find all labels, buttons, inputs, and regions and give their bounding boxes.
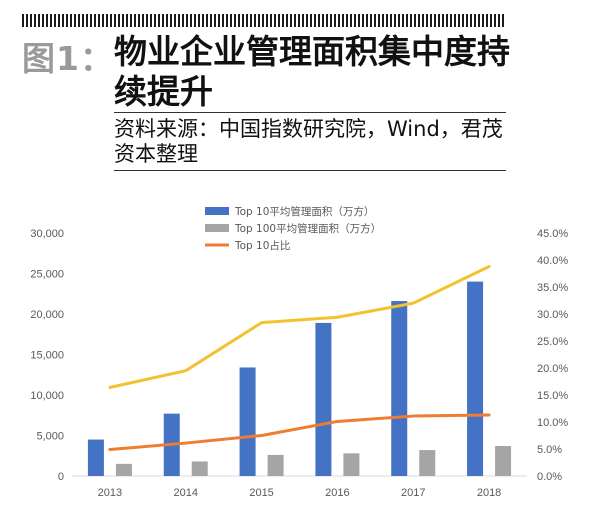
- legend-swatch: [205, 224, 229, 232]
- source-note: 资料来源：中国指数研究院，Wind，君茂资本整理: [114, 117, 503, 166]
- left-tick-label: 15,000: [30, 350, 64, 362]
- bar: [267, 454, 284, 476]
- left-axis: 0 5,000 10,000 15,000 20,000 25,000 30,000: [30, 228, 64, 483]
- right-axis: 0.0% 5.0% 10.0% 15.0% 20.0% 25.0% 30.0% 35.0% 40…: [537, 228, 568, 483]
- chart-legend: Top 10平均管理面积（万方） Top 100平均管理面积（万方） Top 10占…: [205, 205, 381, 252]
- legend-label: Top 10占比: [234, 239, 290, 252]
- right-tick-label: 10.0%: [537, 417, 568, 429]
- bar: [419, 450, 436, 476]
- x-tick-label: 2017: [401, 487, 425, 499]
- left-tick-label: 30,000: [30, 228, 64, 240]
- bar: [391, 301, 408, 476]
- bar: [495, 446, 512, 476]
- x-tick-label: 2015: [249, 487, 273, 499]
- x-axis: 2013 2014 2015 2016 2017 2018: [98, 487, 502, 499]
- left-tick-label: 25,000: [30, 269, 64, 281]
- combo-chart: Top 10平均管理面积（万方） Top 100平均管理面积（万方） Top 10占…: [30, 205, 568, 499]
- header-stripe: [22, 14, 504, 27]
- right-tick-label: 0.0%: [537, 471, 562, 483]
- bar: [343, 453, 360, 476]
- right-tick-label: 20.0%: [537, 363, 568, 375]
- figure-title: 物业企业管理面积集中度持续提升: [114, 32, 510, 111]
- x-tick-label: 2018: [477, 487, 501, 499]
- right-tick-label: 40.0%: [537, 255, 568, 267]
- series-line: [108, 413, 491, 452]
- bar: [115, 463, 132, 476]
- right-tick-label: 15.0%: [537, 390, 568, 402]
- figure-label: 图1：: [22, 39, 114, 78]
- source-rule: [114, 170, 506, 171]
- bar: [87, 439, 104, 476]
- left-tick-label: 20,000: [30, 309, 64, 321]
- title-rule: [114, 112, 506, 113]
- left-tick-label: 5,000: [36, 431, 64, 443]
- right-tick-label: 25.0%: [537, 336, 568, 348]
- bar: [239, 367, 256, 476]
- bar: [467, 281, 484, 476]
- right-tick-label: 45.0%: [537, 228, 568, 240]
- bar-layer: [87, 281, 512, 476]
- left-tick-label: 10,000: [30, 390, 64, 402]
- right-tick-label: 35.0%: [537, 282, 568, 294]
- x-tick-label: 2013: [98, 487, 122, 499]
- bar: [191, 461, 208, 476]
- bar: [315, 322, 332, 476]
- legend-swatch: [205, 207, 229, 215]
- right-tick-label: 5.0%: [537, 444, 562, 456]
- line-layer: [108, 264, 491, 452]
- x-tick-label: 2014: [174, 487, 198, 499]
- x-tick-label: 2016: [325, 487, 349, 499]
- right-tick-label: 30.0%: [537, 309, 568, 321]
- legend-label: Top 10平均管理面积（万方）: [234, 205, 374, 218]
- series-line: [108, 264, 491, 389]
- legend-label: Top 100平均管理面积（万方）: [234, 222, 381, 235]
- left-tick-label: 0: [58, 471, 64, 483]
